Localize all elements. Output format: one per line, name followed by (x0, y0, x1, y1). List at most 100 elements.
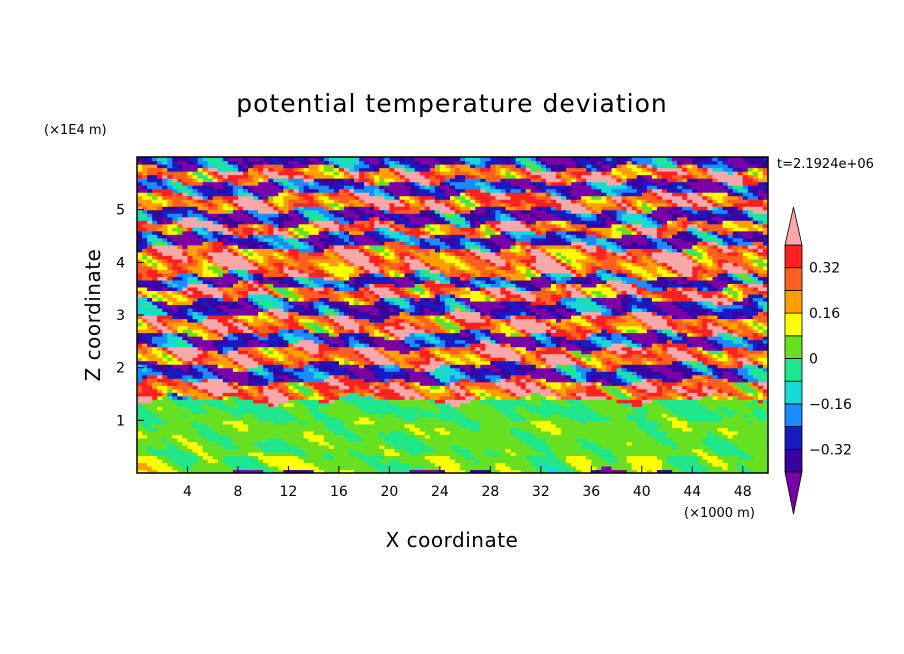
field-cell (399, 458, 431, 464)
field-cell (414, 367, 421, 372)
field-cell (742, 413, 749, 418)
field-cell (515, 329, 522, 334)
field-cell (283, 227, 290, 232)
field-cell (409, 265, 431, 270)
field-cell (525, 188, 532, 193)
field-cell (550, 420, 582, 425)
field-cell (692, 199, 709, 204)
field-cell (555, 251, 562, 256)
field-cell (217, 430, 305, 435)
field-cell (692, 381, 698, 386)
field-cell (424, 346, 431, 351)
field-cell (323, 378, 340, 383)
field-cell (651, 213, 673, 218)
field-cell (677, 395, 683, 400)
field-cell (429, 318, 436, 323)
field-cell (172, 350, 204, 355)
field-cell (137, 357, 143, 362)
field-cell (672, 248, 678, 253)
field-cell (439, 311, 446, 316)
field-cell (485, 343, 502, 348)
field-cell (162, 332, 168, 337)
field-cell (661, 381, 678, 386)
field-cell (167, 227, 173, 232)
field-cell (571, 258, 577, 263)
field-cell (404, 336, 426, 341)
field-cell (263, 241, 269, 246)
field-cell (545, 381, 562, 386)
field-cell (288, 339, 295, 344)
field-cell (727, 357, 734, 362)
field-cell (656, 223, 663, 228)
field-cell (717, 343, 724, 348)
field-cell (525, 311, 532, 316)
field-cell (414, 241, 421, 246)
field-cell (359, 300, 365, 306)
field-cell (576, 322, 582, 327)
field-cell (661, 346, 668, 351)
field-cell (495, 293, 507, 299)
field-cell (520, 360, 527, 365)
field-cell (717, 353, 724, 358)
field-cell (596, 244, 603, 249)
field-cell (692, 374, 703, 379)
field-cell (606, 371, 613, 376)
field-cell (621, 255, 628, 260)
field-cell (525, 297, 537, 302)
field-cell (510, 276, 527, 281)
field-cell (283, 209, 290, 214)
field-cell (712, 307, 724, 313)
field-cell (379, 185, 385, 190)
field-cell (475, 227, 481, 232)
field-cell (192, 318, 199, 323)
field-cell (248, 451, 264, 457)
field-cell (172, 325, 178, 330)
field-cell (500, 322, 507, 327)
field-cell (586, 290, 592, 295)
field-cell (354, 241, 360, 246)
field-cell (510, 307, 527, 313)
field-cell (308, 251, 325, 256)
field-cell (273, 251, 279, 256)
field-cell (137, 350, 143, 355)
field-cell (338, 364, 360, 369)
field-cell (313, 332, 320, 337)
field-cell (328, 402, 355, 407)
field-cell (374, 385, 380, 390)
field-cell (379, 209, 385, 214)
field-cell (677, 444, 709, 450)
field-cell (485, 234, 491, 239)
field-cell (379, 395, 385, 400)
field-cell (490, 448, 507, 453)
field-cell (212, 199, 224, 204)
field-cell (561, 276, 572, 281)
field-cell (142, 322, 148, 327)
field-cell (293, 339, 300, 344)
field-cell (328, 339, 345, 344)
field-cell (576, 465, 597, 471)
field-cell (576, 311, 582, 316)
field-cell (455, 318, 466, 323)
field-cell (268, 315, 274, 320)
field-cell (535, 255, 552, 260)
field-cell (147, 469, 158, 473)
field-cell (137, 315, 143, 320)
field-cell (636, 199, 643, 204)
field-cell (253, 272, 259, 277)
field-cell (137, 216, 153, 221)
field-cell (540, 286, 547, 292)
field-cell (147, 346, 153, 351)
field-cell (333, 329, 350, 334)
field-cell (308, 315, 325, 320)
field-cell (535, 318, 542, 323)
field-cell (157, 234, 163, 239)
field-cell (752, 304, 759, 309)
field-cell (369, 311, 380, 316)
field-cell (399, 392, 421, 397)
field-cell (172, 385, 194, 390)
field-cell (611, 237, 618, 242)
field-cell (308, 451, 325, 457)
field-cell (631, 220, 643, 225)
field-cell (480, 307, 491, 313)
field-cell (742, 244, 749, 249)
